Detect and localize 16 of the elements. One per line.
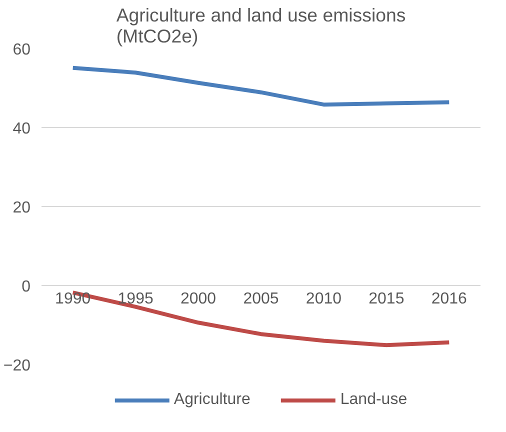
chart-title: Agriculture and land use emissions (MtCO2e) [116, 4, 406, 46]
x-tick-label: 2005 [243, 290, 279, 308]
x-tick-label: 2016 [431, 290, 468, 308]
legend-label: Land-use [340, 391, 408, 409]
legend-label: Agriculture [174, 391, 250, 409]
y-tick-label: 20 [12, 200, 31, 216]
x-tick-label: 2000 [180, 290, 216, 308]
x-tick-label: 1995 [118, 290, 154, 308]
y-tick-label: 40 [12, 120, 31, 138]
line-series [70, 66, 452, 107]
x-tick-label: 1990 [55, 290, 91, 308]
x-tick-label: 2015 [368, 290, 404, 308]
y-tick-label: −20 [3, 358, 31, 374]
x-tick-label: 2010 [306, 290, 342, 308]
y-tick-label: 0 [22, 278, 31, 296]
y-tick-label: 60 [12, 42, 31, 58]
